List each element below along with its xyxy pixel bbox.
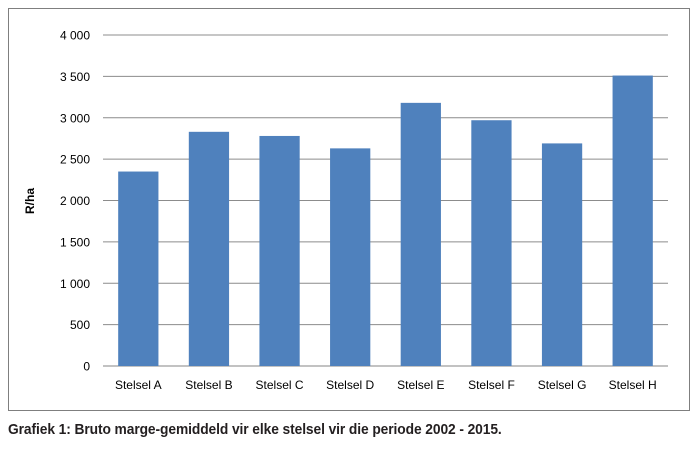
x-tick-label: Stelsel E bbox=[397, 378, 444, 392]
y-tick-label: 3 000 bbox=[60, 111, 90, 125]
bar-stelsel-g bbox=[541, 143, 583, 366]
bar-stelsel-b bbox=[188, 131, 230, 366]
x-tick-label: Stelsel G bbox=[538, 378, 587, 392]
y-tick-label: 3 500 bbox=[60, 70, 90, 84]
y-tick-label: 1 500 bbox=[60, 235, 90, 249]
x-tick-label: Stelsel A bbox=[115, 378, 162, 392]
y-tick-label: 2 500 bbox=[60, 153, 90, 167]
figure-caption: Grafiek 1: Bruto marge-gemiddeld vir elk… bbox=[8, 421, 502, 438]
x-tick-label: Stelsel F bbox=[468, 378, 515, 392]
bar-stelsel-e bbox=[400, 102, 441, 366]
bar-stelsel-a bbox=[118, 171, 159, 366]
bar-stelsel-h bbox=[612, 75, 653, 367]
x-axis-tick-labels: Stelsel A Stelsel B Stelsel C Stelsel D Stel… bbox=[115, 378, 657, 392]
bar-stelsel-f bbox=[471, 120, 512, 366]
y-axis-tick-labels: 0 500 1 000 1 500 2 000 2 500 3 000 3 500 4 000 bbox=[60, 29, 90, 374]
bar-stelsel-c bbox=[259, 135, 300, 366]
y-tick-label: 1 000 bbox=[60, 277, 90, 291]
y-tick-label: 2 000 bbox=[60, 194, 90, 208]
bars bbox=[118, 75, 653, 367]
x-tick-label: Stelsel D bbox=[326, 378, 374, 392]
y-axis-label: R/ha bbox=[23, 188, 37, 214]
x-tick-label: Stelsel C bbox=[256, 378, 304, 392]
gridlines bbox=[103, 34, 668, 367]
y-tick-label: 500 bbox=[70, 318, 90, 332]
x-tick-label: Stelsel B bbox=[185, 378, 232, 392]
bar-stelsel-d bbox=[330, 148, 371, 366]
y-tick-label: 4 000 bbox=[60, 29, 90, 43]
y-tick-label: 0 bbox=[83, 360, 90, 374]
x-tick-label: Stelsel H bbox=[609, 378, 657, 392]
